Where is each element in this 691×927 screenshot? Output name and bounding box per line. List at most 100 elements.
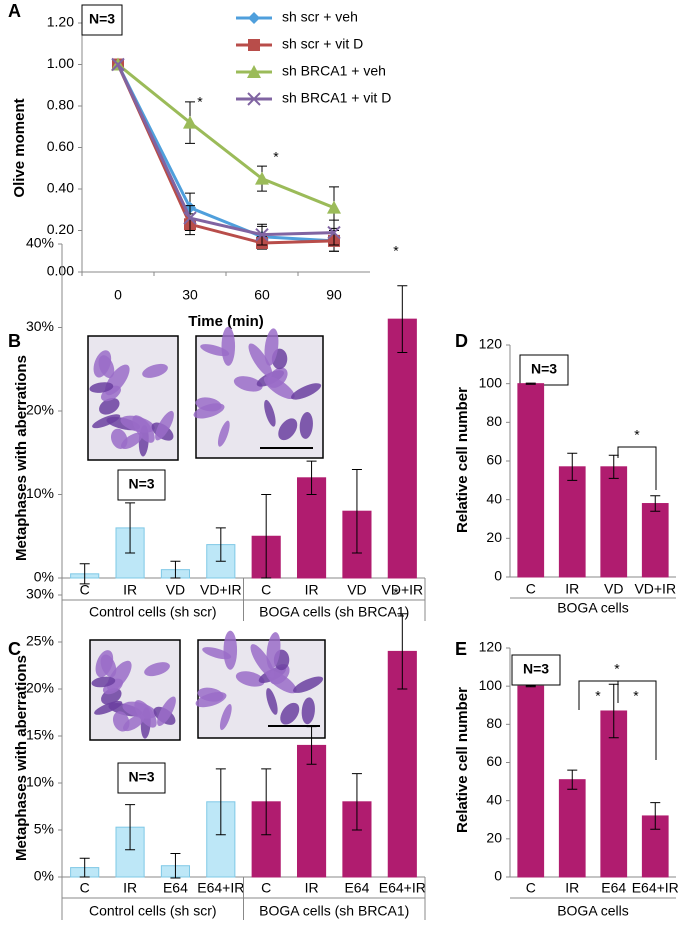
error-bar xyxy=(125,804,136,851)
error-bar xyxy=(525,685,536,688)
y-tick-label: 25% xyxy=(26,633,54,649)
legend-marker xyxy=(247,65,261,78)
x-tick-label: 0 xyxy=(114,287,122,303)
error-bar xyxy=(215,768,226,836)
x-tick-label: C xyxy=(80,582,90,598)
error-bar xyxy=(608,683,619,739)
bar xyxy=(251,801,281,878)
error-bar xyxy=(306,460,317,495)
x-tick-label: E64 xyxy=(601,880,626,896)
chromosome xyxy=(94,700,123,715)
y-tick-label: 0 xyxy=(494,868,502,884)
x-tick-label: C xyxy=(526,581,536,597)
x-tick-label: C xyxy=(80,880,90,896)
y-tick-label: 0% xyxy=(34,569,54,585)
chromosome xyxy=(217,420,230,447)
error-bar xyxy=(261,768,272,836)
y-tick-label: 40% xyxy=(26,235,54,251)
x-tick-label: IR xyxy=(305,582,319,598)
y-axis-title: Relative cell number xyxy=(454,687,471,833)
bar xyxy=(558,466,586,578)
chromosome xyxy=(195,691,227,708)
note: N=3 xyxy=(128,769,154,785)
series-line xyxy=(116,63,335,237)
x-tick-label: E64+IR xyxy=(632,880,679,896)
chromosome xyxy=(280,702,300,725)
chromosome xyxy=(291,383,322,400)
chromosome xyxy=(123,714,145,732)
x-tick-label: VD+IR xyxy=(200,582,242,598)
y-tick-label: 100 xyxy=(479,374,503,390)
x-tick-label: E64+IR xyxy=(197,880,244,896)
y-tick-label: 0.00 xyxy=(47,263,74,279)
error-bar xyxy=(397,285,408,354)
x-tick-label: VD+IR xyxy=(634,581,676,597)
error-bar xyxy=(79,563,90,585)
x-tick-label: VD xyxy=(166,582,185,598)
chromosome xyxy=(134,700,157,728)
y-tick-label: 20 xyxy=(486,830,502,846)
x-tick-label: C xyxy=(526,880,536,896)
chromosome xyxy=(299,412,313,439)
y-tick-label: 20% xyxy=(26,680,54,696)
error-bar xyxy=(567,769,578,790)
y-tick-label: 5% xyxy=(34,821,54,837)
series-line xyxy=(117,63,335,210)
chromosome xyxy=(278,418,298,441)
error-bar xyxy=(351,468,362,554)
error-bar xyxy=(567,452,578,481)
note-box xyxy=(519,354,569,386)
marker xyxy=(183,115,197,129)
chromosome xyxy=(266,632,281,670)
chromosome xyxy=(92,414,121,429)
significance-star: * xyxy=(634,427,640,443)
chromosome xyxy=(235,671,265,687)
x-tick-label: IR xyxy=(123,582,137,598)
error-bar xyxy=(650,495,661,512)
y-tick-label: 120 xyxy=(479,336,503,352)
y-tick-label: 0 xyxy=(494,568,502,584)
chromosome xyxy=(99,397,120,415)
error-bar xyxy=(525,382,536,385)
error-bar xyxy=(650,802,661,830)
panel-letter: E xyxy=(455,639,467,659)
group-label: BOGA cells xyxy=(557,903,629,919)
group-label: Control cells (sh scr) xyxy=(89,604,217,620)
legend-label: sh BRCA1 + vit D xyxy=(282,90,391,106)
marker xyxy=(255,227,269,242)
y-tick-label: 1.00 xyxy=(47,55,74,71)
chromosome xyxy=(200,344,230,357)
note-box xyxy=(511,654,561,686)
significance-star: * xyxy=(393,585,399,601)
marker xyxy=(111,57,125,72)
legend-label: sh scr + vit D xyxy=(282,36,363,52)
chromosome xyxy=(293,676,324,693)
marker xyxy=(183,211,197,225)
bar xyxy=(517,383,545,578)
y-tick-label: 20% xyxy=(26,402,54,418)
y-tick-label: 10% xyxy=(26,774,54,790)
x-tick-label: IR xyxy=(123,880,137,896)
y-tick-label: 60 xyxy=(486,452,502,468)
significance-bracket xyxy=(617,446,657,490)
y-tick-label: 10% xyxy=(26,485,54,501)
marker xyxy=(327,200,341,214)
significance-star: * xyxy=(197,94,203,110)
y-tick-label: 80 xyxy=(486,413,502,429)
legend-marker xyxy=(247,92,261,106)
chromosome xyxy=(266,688,278,715)
bar xyxy=(517,685,545,878)
x-tick-label: 30 xyxy=(182,287,198,303)
significance-star: * xyxy=(633,688,639,704)
y-tick-label: 20 xyxy=(486,529,502,545)
error-bar xyxy=(351,773,362,831)
y-tick-label: 30% xyxy=(26,318,54,334)
error-bar xyxy=(170,853,181,879)
marker xyxy=(327,225,341,240)
note-box xyxy=(117,762,166,794)
bar xyxy=(600,710,628,878)
chromosome xyxy=(233,376,263,392)
panel-letter: C xyxy=(8,639,21,659)
x-tick-label: E64+IR xyxy=(379,880,426,896)
x-tick-label: C xyxy=(261,880,271,896)
